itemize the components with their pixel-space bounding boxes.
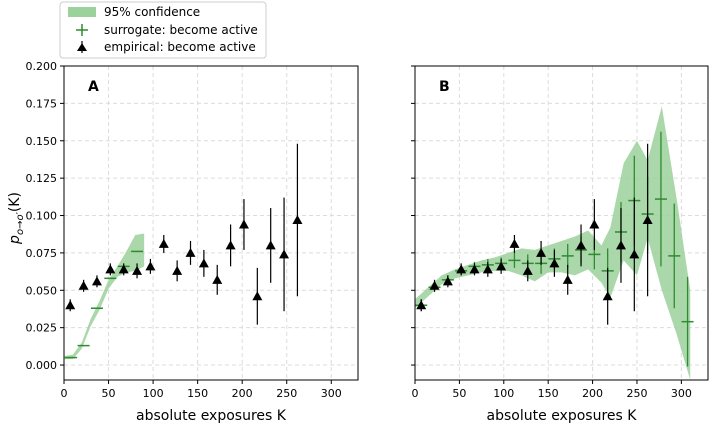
x-tick-label: 50 (452, 387, 466, 400)
empirical-point (602, 267, 613, 325)
surrogate-point (681, 276, 694, 367)
panel-a-label: A (88, 79, 99, 95)
empirical-point (279, 197, 290, 312)
legend-box (59, 1, 267, 59)
y-tick-label: 0.025 (26, 322, 58, 335)
empirical-point (642, 143, 653, 297)
empirical-point (456, 263, 467, 276)
x-tick-label: 150 (538, 387, 559, 400)
x-tick-label: 0 (61, 387, 68, 400)
y-tick-label: 0.150 (26, 135, 58, 148)
x-tick-label: 200 (582, 387, 603, 400)
empirical-point (509, 234, 520, 253)
empirical-point (172, 260, 183, 282)
empirical-point (65, 299, 76, 312)
surrogate-point (104, 277, 117, 280)
confidence-band (64, 233, 145, 360)
empirical-point (105, 263, 116, 276)
empirical-point (185, 240, 196, 265)
empirical-point (198, 249, 209, 277)
empirical-point (629, 197, 640, 312)
empirical-point (292, 143, 303, 297)
empirical-point (442, 275, 453, 288)
empirical-point (238, 199, 249, 250)
surrogate-point (668, 203, 681, 309)
empirical-point (536, 240, 547, 265)
surrogate-point (65, 356, 78, 359)
surrogate-point (77, 344, 90, 347)
y-axis-label-sub: o→o′ (15, 211, 26, 235)
x-tick-label: 300 (321, 387, 342, 400)
x-tick-label: 250 (276, 387, 297, 400)
empirical-point (265, 208, 276, 283)
empirical-point (482, 261, 493, 277)
surrogate-point (654, 131, 667, 267)
panel-b-frame (414, 65, 709, 381)
panel-a: 0 50 100 150 200 250 300 0.000 0.025 0.050 0.075 0.… (26, 60, 359, 424)
y-tick-label: 0.075 (26, 247, 58, 260)
empirical-point (252, 267, 263, 325)
x-tick-label: 0 (412, 387, 419, 400)
legend-empirical-marker (77, 41, 87, 53)
panel-a-frame (63, 65, 359, 381)
empirical-point (132, 263, 143, 279)
surrogate-point (508, 252, 521, 268)
empirical-point (212, 264, 223, 295)
y-tick-label: 0.050 (26, 284, 58, 297)
y-tick-label: 0.100 (26, 210, 58, 223)
empirical-point (576, 224, 587, 267)
y-tick-label: 0.125 (26, 172, 58, 185)
x-tick-label: 300 (671, 387, 692, 400)
surrogate-point (561, 243, 574, 268)
x-tick-label: 50 (102, 387, 116, 400)
panel-b-xlabel: absolute exposures K (487, 408, 638, 424)
panel-b-label: B (439, 79, 450, 95)
y-axis-label-rest: (K) (7, 192, 23, 212)
panel-a-xlabel: absolute exposures K (136, 408, 287, 424)
legend: 95% confidence surrogate: become active … (59, 1, 267, 59)
x-tick-label: 150 (187, 387, 208, 400)
legend-surrogate-label: surrogate: become active (104, 23, 258, 37)
empirical-point (562, 264, 573, 295)
x-tick-label: 100 (143, 387, 164, 400)
confidence-band (415, 106, 691, 380)
surrogate-point (131, 250, 144, 253)
y-tick-label: 0.000 (26, 359, 58, 372)
empirical-point (615, 208, 626, 283)
empirical-point (469, 263, 480, 276)
legend-band-label: 95% confidence (104, 5, 200, 19)
legend-band-swatch (68, 7, 96, 17)
y-tick-label: 0.175 (26, 97, 58, 110)
empirical-point (429, 279, 440, 292)
y-axis-label: po→o′(K) (7, 192, 26, 245)
y-tick-label: 0.200 (26, 60, 58, 73)
legend-empirical-label: empirical: become active (104, 40, 256, 54)
empirical-point (225, 224, 236, 267)
empirical-point (78, 279, 89, 292)
x-tick-label: 200 (232, 387, 253, 400)
empirical-point (145, 258, 156, 274)
empirical-point (91, 275, 102, 288)
panel-b: 0 50 100 150 200 250 300 B absolute exposures … (411, 65, 709, 424)
x-tick-label: 250 (626, 387, 647, 400)
y-axis-label-p: p (7, 235, 23, 245)
surrogate-point (90, 307, 103, 309)
legend-surrogate-marker (76, 24, 88, 36)
empirical-point (522, 260, 533, 282)
empirical-point (158, 234, 169, 253)
x-tick-label: 100 (493, 387, 514, 400)
empirical-point (118, 263, 129, 276)
empirical-point (496, 258, 507, 274)
empirical-point (589, 199, 600, 250)
empirical-point (416, 299, 427, 312)
empirical-point (549, 249, 560, 277)
